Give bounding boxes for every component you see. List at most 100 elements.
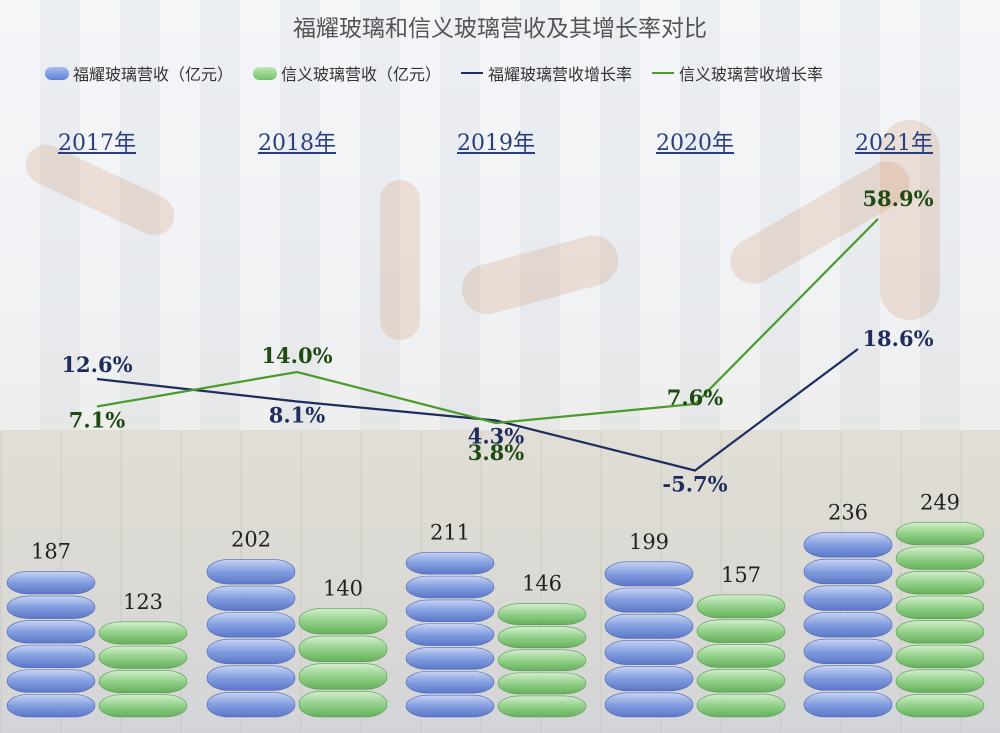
legend: 福耀玻璃营收（亿元） 信义玻璃营收（亿元） 福耀玻璃营收增长率 信义玻璃营收增长… xyxy=(45,61,965,85)
data-label-xinyi-growth-4: 58.9% xyxy=(862,186,933,211)
bar-xinyi-3-ring xyxy=(696,669,786,693)
category-label-2019: 2019年 xyxy=(457,131,535,156)
data-label-xinyi-growth-2: 3.8% xyxy=(468,440,525,465)
bar-xinyi-0-ring xyxy=(98,694,188,718)
category-label-2017: 2017年 xyxy=(58,131,136,156)
bar-fuyao-2-ring xyxy=(405,623,495,646)
bar-xinyi-3 xyxy=(696,594,786,718)
legend-item-fuyao-revenue[interactable]: 福耀玻璃营收（亿元） xyxy=(45,61,233,85)
legend-label-fuyao-growth: 福耀玻璃营收增长率 xyxy=(488,65,633,84)
chart-title: 福耀玻璃和信义玻璃营收及其增长率对比 xyxy=(293,16,707,42)
data-label-xinyi-growth-1: 14.0% xyxy=(261,343,332,368)
bar-fuyao-0-ring xyxy=(6,570,96,595)
bar-xinyi-0-ring xyxy=(98,670,188,694)
bar-fuyao-2-ring xyxy=(405,552,495,575)
data-label-xinyi-revenue-4: 249 xyxy=(920,490,960,514)
bar-fuyao-4-ring xyxy=(803,558,893,585)
bar-xinyi-2-ring xyxy=(497,649,587,672)
bar-fuyao-0-ring xyxy=(6,620,96,644)
bar-fuyao-4-ring xyxy=(803,638,893,665)
data-label-fuyao-revenue-1: 202 xyxy=(231,527,271,551)
bar-xinyi-1-ring xyxy=(298,691,388,718)
bar-xinyi-1-ring xyxy=(298,635,388,662)
bar-xinyi-4-ring xyxy=(895,546,985,570)
data-label-xinyi-revenue-3: 157 xyxy=(721,563,761,587)
bar-xinyi-0 xyxy=(98,621,188,718)
legend-swatch-green-line xyxy=(652,72,675,74)
bar-fuyao-0-ring xyxy=(6,669,96,693)
bar-fuyao-4-ring xyxy=(803,585,893,611)
legend-item-xinyi-growth[interactable]: 信义玻璃营收增长率 xyxy=(652,61,823,85)
data-label-fuyao-growth-2: 4.3% xyxy=(468,424,525,449)
line-xinyi-growth xyxy=(96,218,879,425)
data-label-xinyi-revenue-1: 140 xyxy=(323,576,363,600)
data-label-fuyao-revenue-4: 236 xyxy=(828,501,868,525)
bar-fuyao-3-ring xyxy=(604,640,694,665)
bar-fuyao-2 xyxy=(405,552,495,718)
legend-item-fuyao-growth[interactable]: 福耀玻璃营收增长率 xyxy=(461,61,632,85)
bar-xinyi-2 xyxy=(497,603,587,718)
bar-xinyi-2-ring xyxy=(497,603,587,626)
bar-fuyao-4-ring xyxy=(803,692,893,718)
data-label-fuyao-revenue-3: 199 xyxy=(629,530,669,554)
bar-xinyi-0-ring xyxy=(98,645,188,669)
bar-fuyao-2-ring xyxy=(405,671,495,694)
data-label-xinyi-growth-3: 7.6% xyxy=(667,385,724,410)
bar-fuyao-1-ring xyxy=(206,692,296,718)
legend-item-xinyi-revenue[interactable]: 信义玻璃营收（亿元） xyxy=(253,61,441,85)
bar-fuyao-0-ring xyxy=(6,595,96,619)
bar-fuyao-1-ring xyxy=(206,638,296,665)
bar-fuyao-1-ring xyxy=(206,585,296,611)
bar-fuyao-3-ring xyxy=(604,692,694,718)
legend-swatch-blue-bar xyxy=(45,66,69,80)
bar-fuyao-1-ring xyxy=(206,612,296,638)
bar-fuyao-0-ring xyxy=(6,694,96,718)
bar-fuyao-4-ring xyxy=(803,665,893,691)
bar-xinyi-4 xyxy=(895,521,985,718)
legend-label-xinyi-revenue: 信义玻璃营收（亿元） xyxy=(281,65,442,84)
legend-label-xinyi-growth: 信义玻璃营收增长率 xyxy=(679,65,824,84)
bar-fuyao-1 xyxy=(206,559,296,718)
bar-fuyao-2-ring xyxy=(405,575,495,599)
bar-fuyao-2-ring xyxy=(405,599,495,623)
bar-xinyi-4-ring xyxy=(895,521,985,546)
legend-swatch-navy-line xyxy=(461,72,484,74)
bar-xinyi-4-ring xyxy=(895,669,985,693)
bar-xinyi-4-ring xyxy=(895,571,985,595)
bar-xinyi-2-ring xyxy=(497,695,587,718)
data-label-xinyi-growth-0: 7.1% xyxy=(69,408,126,433)
bar-fuyao-0 xyxy=(6,570,96,718)
category-label-2021: 2021年 xyxy=(855,131,933,156)
category-label-2020: 2020年 xyxy=(656,131,734,156)
data-label-fuyao-growth-0: 12.6% xyxy=(61,352,132,377)
bar-fuyao-4-ring xyxy=(803,612,893,638)
bar-fuyao-3 xyxy=(604,561,694,718)
legend-swatch-green-bar xyxy=(253,66,278,80)
data-label-xinyi-revenue-2: 146 xyxy=(522,572,562,596)
bar-fuyao-4-ring xyxy=(803,532,893,558)
bar-fuyao-2-ring xyxy=(405,694,495,718)
data-label-fuyao-revenue-0: 187 xyxy=(31,539,71,563)
bar-xinyi-4-ring xyxy=(895,620,985,644)
bar-xinyi-3-ring xyxy=(696,693,786,718)
bar-fuyao-3-ring xyxy=(604,561,694,587)
bar-fuyao-0-ring xyxy=(6,644,96,669)
bar-fuyao-2-ring xyxy=(405,647,495,670)
bar-xinyi-4-ring xyxy=(895,595,985,619)
bar-xinyi-4-ring xyxy=(895,644,985,669)
bar-fuyao-3-ring xyxy=(604,587,694,613)
line-fuyao-growth xyxy=(96,348,859,472)
bar-xinyi-0-ring xyxy=(98,621,188,645)
data-label-xinyi-revenue-0: 123 xyxy=(123,590,163,614)
bar-xinyi-2-ring xyxy=(497,672,587,695)
data-label-fuyao-growth-4: 18.6% xyxy=(862,326,933,351)
bar-fuyao-3-ring xyxy=(604,613,694,639)
bar-xinyi-2-ring xyxy=(497,626,587,649)
bar-xinyi-3-ring xyxy=(696,644,786,668)
data-label-fuyao-growth-1: 8.1% xyxy=(269,403,326,428)
bar-xinyi-3-ring xyxy=(696,594,786,619)
bar-xinyi-1-ring xyxy=(298,663,388,690)
bar-fuyao-3-ring xyxy=(604,666,694,692)
data-label-fuyao-growth-3: -5.7% xyxy=(662,472,727,497)
